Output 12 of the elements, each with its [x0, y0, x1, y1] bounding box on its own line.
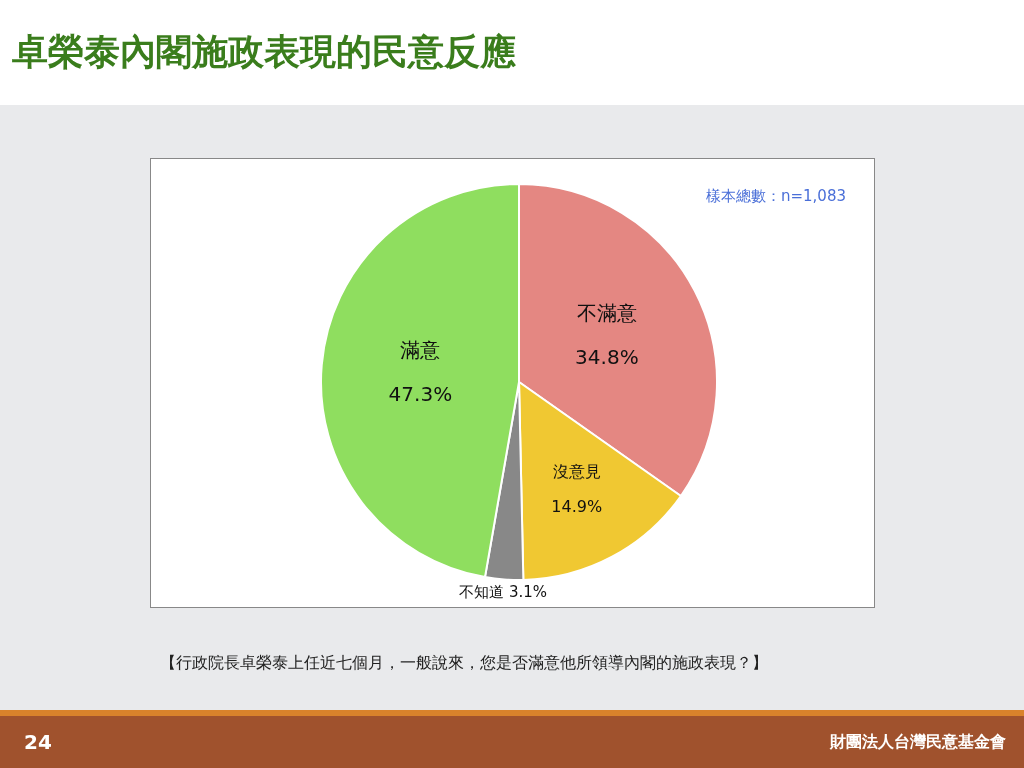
data-label: 34.8%	[575, 344, 639, 369]
slice-label: 不滿意	[576, 300, 637, 325]
chart-title: 卓榮泰內閣施政表現的民意反應	[12, 30, 516, 74]
slice-label: 沒意見	[552, 461, 601, 481]
data-label: 14.9%	[551, 497, 603, 517]
slice-label: 不知道 3.1%	[459, 583, 547, 602]
text: 【行政院長卓榮泰上任近七個月，一般說來，您是否滿意他所領導內閣的施政表現？】	[160, 652, 769, 674]
text: 樣本總數：n=1,083	[705, 187, 846, 206]
text: 財團法人台灣民意基金會	[830, 732, 1006, 753]
slice-label: 滿意	[400, 337, 441, 362]
text: 24	[24, 730, 52, 754]
data-label: 47.3%	[388, 381, 453, 406]
